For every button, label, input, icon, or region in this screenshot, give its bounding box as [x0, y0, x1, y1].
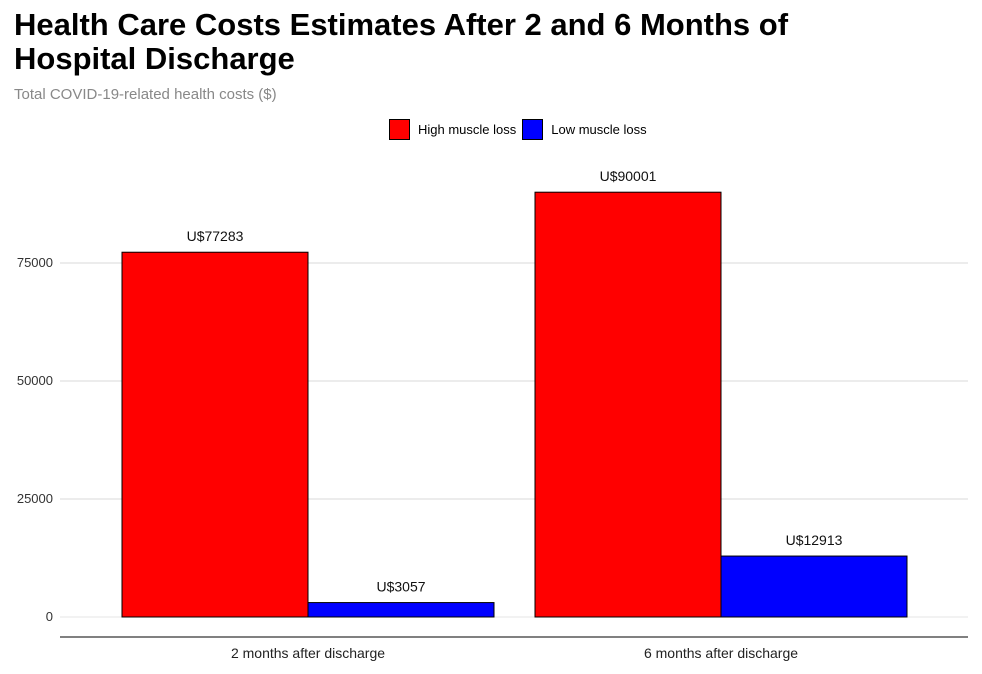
legend-item-low: Low muscle loss — [522, 119, 647, 140]
x-tick-label: 6 months after discharge — [644, 645, 798, 661]
y-tick-label: 50000 — [17, 373, 53, 388]
legend-label-high: High muscle loss — [418, 122, 517, 137]
y-tick-label: 25000 — [17, 491, 53, 506]
x-tick-label: 2 months after discharge — [231, 645, 385, 661]
bar — [307, 602, 495, 618]
y-tick-label: 0 — [46, 609, 53, 624]
legend: High muscle loss Low muscle loss — [389, 119, 653, 140]
legend-swatch-high — [389, 119, 410, 140]
data-label: U$77283 — [187, 228, 244, 244]
chart-subtitle: Total COVID-19-related health costs ($) — [14, 86, 277, 103]
bar — [534, 191, 722, 618]
data-label: U$3057 — [376, 579, 425, 595]
y-tick-label: 75000 — [17, 255, 53, 270]
data-label: U$12913 — [786, 532, 843, 548]
legend-label-low: Low muscle loss — [551, 122, 647, 137]
legend-item-high: High muscle loss — [389, 119, 516, 140]
data-label: U$90001 — [600, 168, 657, 184]
bar — [720, 555, 908, 618]
bar — [121, 251, 309, 618]
chart-title: Health Care Costs Estimates After 2 and … — [14, 7, 789, 76]
legend-swatch-low — [522, 119, 544, 140]
